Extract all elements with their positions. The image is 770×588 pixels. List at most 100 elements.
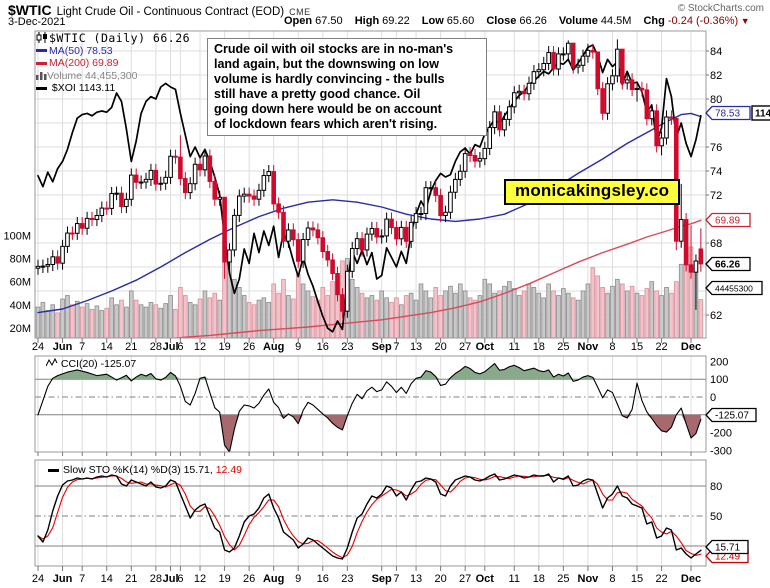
- svg-text:Sep: Sep: [372, 341, 392, 353]
- sto-d-value: 12.49: [215, 464, 242, 476]
- volume-bars: [35, 240, 704, 339]
- svg-text:Jun: Jun: [53, 341, 73, 353]
- svg-text:27: 27: [459, 573, 471, 585]
- svg-text:20: 20: [434, 573, 446, 585]
- annotation-line: volume is hardly convincing - the bulls: [214, 72, 445, 86]
- svg-text:Jul: Jul: [163, 341, 179, 353]
- legend-volume-row: Volume 44,455,300: [36, 70, 190, 83]
- svg-text:18: 18: [533, 573, 545, 585]
- svg-text:62: 62: [710, 310, 722, 322]
- sto-panel-series: [37, 473, 702, 560]
- cci-panel-series: [37, 362, 702, 452]
- svg-text:13: 13: [410, 573, 422, 585]
- svg-text:68: 68: [710, 238, 722, 250]
- svg-text:19: 19: [218, 341, 230, 353]
- price-pill: 69.89: [705, 212, 751, 228]
- copyright: © StockCharts.com: [677, 3, 764, 14]
- svg-text:66.26: 66.26: [715, 260, 740, 271]
- annotation-line: Crude oil with oil stocks are in no-man'…: [214, 42, 454, 56]
- price-pill: 78.53: [705, 105, 751, 121]
- annotation-line: going down here would be on account: [214, 102, 442, 116]
- main-legend: $WTIC (Daily) 66.26 MA(50) 78.53 MA(200)…: [36, 32, 190, 95]
- svg-text:11: 11: [509, 341, 520, 353]
- price-pill: 44455300: [705, 280, 763, 296]
- svg-text:80: 80: [710, 94, 722, 106]
- svg-text:-125.07: -125.07: [715, 411, 749, 422]
- svg-text:25: 25: [557, 573, 569, 585]
- svg-text:14: 14: [101, 573, 113, 585]
- svg-text:20: 20: [434, 341, 446, 353]
- annotation-line: of lockdown fears which aren't rising.: [214, 117, 438, 131]
- overlay-lines: [37, 44, 702, 338]
- cci-label-text: CCI(20) -125.07: [60, 358, 137, 370]
- svg-text:82: 82: [710, 70, 722, 82]
- high-value: 69.22: [382, 15, 410, 27]
- svg-text:44455300: 44455300: [715, 284, 753, 294]
- svg-text:7: 7: [393, 573, 399, 585]
- svg-text:20M: 20M: [10, 323, 31, 335]
- volume-icon: [36, 71, 47, 80]
- svg-text:6: 6: [177, 341, 183, 353]
- svg-text:69.89: 69.89: [715, 216, 740, 227]
- svg-text:13: 13: [410, 341, 422, 353]
- svg-text:9: 9: [295, 573, 301, 585]
- low-value: 65.60: [446, 15, 475, 27]
- chg-value: -0.24 (-0.36%): [667, 15, 739, 27]
- legend-xoi-row: $XOI 1143.11: [36, 82, 190, 95]
- chart-header: $WTIC Light Crude Oil - Continuous Contra…: [0, 0, 770, 28]
- axis-labels: 2424JunJun77141421212828JulJul6612121919…: [3, 46, 732, 585]
- svg-text:Oct: Oct: [476, 341, 495, 353]
- svg-text:8: 8: [609, 573, 615, 585]
- ma200-line-swatch: [36, 61, 47, 65]
- svg-text:14: 14: [101, 341, 113, 353]
- high-label: High: [354, 15, 380, 27]
- svg-text:84: 84: [710, 46, 722, 58]
- svg-text:-200: -200: [710, 428, 732, 440]
- svg-text:22: 22: [655, 573, 667, 585]
- svg-text:100: 100: [710, 374, 728, 386]
- svg-text:21: 21: [125, 573, 137, 585]
- price-label-pills: 1143.11 78.53 69.89 66.26 44455300 -125.07 12.…: [705, 105, 770, 564]
- svg-text:8: 8: [609, 341, 615, 353]
- down-triangle-icon: ▼: [738, 16, 750, 26]
- svg-text:6: 6: [177, 573, 183, 585]
- svg-text:Jun: Jun: [53, 573, 73, 585]
- cci-icon: [45, 357, 58, 367]
- svg-text:72: 72: [710, 190, 722, 202]
- svg-text:18: 18: [533, 341, 545, 353]
- svg-text:Nov: Nov: [578, 341, 600, 353]
- svg-text:Sep: Sep: [372, 573, 392, 585]
- svg-text:-300: -300: [710, 445, 732, 457]
- open-value: 67.50: [315, 15, 343, 27]
- instrument-title: Light Crude Oil - Continuous Contract (E…: [56, 6, 285, 18]
- watermark: monicakingsley.co: [504, 179, 681, 205]
- sto-panel-label: Slow STO %K(14) %D(3) 15.71, 12.49: [48, 464, 242, 476]
- svg-text:100M: 100M: [3, 230, 31, 242]
- svg-text:15.71: 15.71: [715, 543, 740, 554]
- sto-k-value: 15.71: [183, 464, 210, 476]
- svg-text:15: 15: [631, 573, 643, 585]
- annotation-box: Crude oil with oil stocks are in no-man'…: [207, 38, 487, 136]
- xoi-line-swatch: [36, 86, 47, 90]
- legend-ma200-row: MA(200) 69.89: [36, 57, 190, 70]
- svg-text:25: 25: [557, 341, 569, 353]
- svg-text:80: 80: [710, 481, 722, 493]
- ma50-line-swatch: [36, 49, 47, 53]
- price-pill: 1143.11: [751, 105, 770, 121]
- svg-text:22: 22: [655, 341, 667, 353]
- quote-line: Open 67.50 High 69.22 Low 65.60 Close 66.26 …: [284, 15, 750, 27]
- svg-text:0: 0: [710, 392, 716, 404]
- svg-text:40M: 40M: [10, 300, 31, 312]
- low-label: Low: [421, 15, 444, 27]
- svg-text:15: 15: [631, 341, 643, 353]
- svg-text:11: 11: [509, 573, 520, 585]
- svg-text:28: 28: [150, 341, 162, 353]
- svg-text:26: 26: [243, 573, 255, 585]
- svg-text:Nov: Nov: [578, 573, 600, 585]
- cci-panel-label: CCI(20) -125.07: [45, 357, 137, 370]
- svg-text:1143.11: 1143.11: [755, 109, 770, 120]
- svg-text:Aug: Aug: [263, 573, 284, 585]
- price-pill: 15.71: [705, 539, 749, 555]
